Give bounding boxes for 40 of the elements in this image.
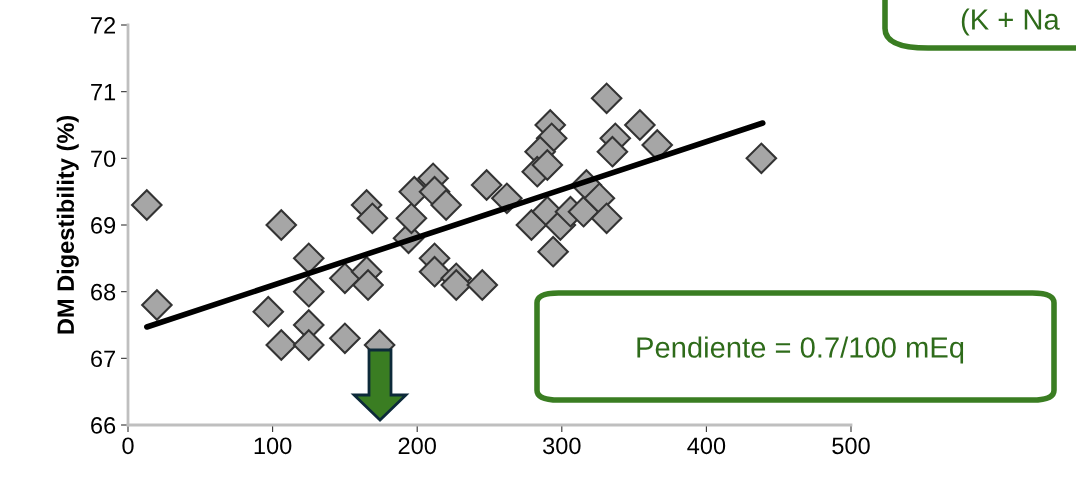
point <box>466 269 499 301</box>
point <box>265 329 298 361</box>
x-tick-label: 0 <box>122 437 134 455</box>
point <box>745 142 778 175</box>
point <box>352 269 384 301</box>
point <box>537 235 569 268</box>
text: (K + Na <box>961 8 1060 36</box>
point <box>430 189 462 221</box>
x-tick-label: 200 <box>398 437 436 455</box>
point <box>583 182 616 215</box>
point <box>131 189 163 221</box>
point <box>329 322 361 355</box>
point <box>596 135 629 168</box>
y-tick-label: 69 <box>91 217 116 234</box>
y-tick-label: 70 <box>91 150 116 168</box>
y-tick-label: 66 <box>91 417 116 434</box>
annotation: Pendiente = 0.7/100 mEq <box>637 336 964 364</box>
x-tick-label: 100 <box>254 437 292 455</box>
y-tick-label: 72 <box>91 17 116 34</box>
point <box>624 109 656 141</box>
point <box>141 289 173 321</box>
point <box>590 82 623 115</box>
point <box>531 149 564 181</box>
point <box>356 202 389 235</box>
point <box>418 255 451 288</box>
x-tick-label: 400 <box>687 437 726 455</box>
y-tick-label: 71 <box>91 83 116 101</box>
y-axis-title: DM Digestibility (%) <box>56 115 79 334</box>
point <box>590 202 623 235</box>
x-tick-label: 500 <box>832 437 870 455</box>
point <box>395 202 428 235</box>
point <box>292 329 325 361</box>
point <box>470 169 503 201</box>
point <box>252 295 285 328</box>
y-tick-label: 68 <box>91 283 116 301</box>
point <box>515 209 548 241</box>
point <box>292 275 325 308</box>
x-tick-label: 300 <box>543 437 581 455</box>
point <box>265 209 298 241</box>
y-tick-label: 67 <box>91 350 116 368</box>
